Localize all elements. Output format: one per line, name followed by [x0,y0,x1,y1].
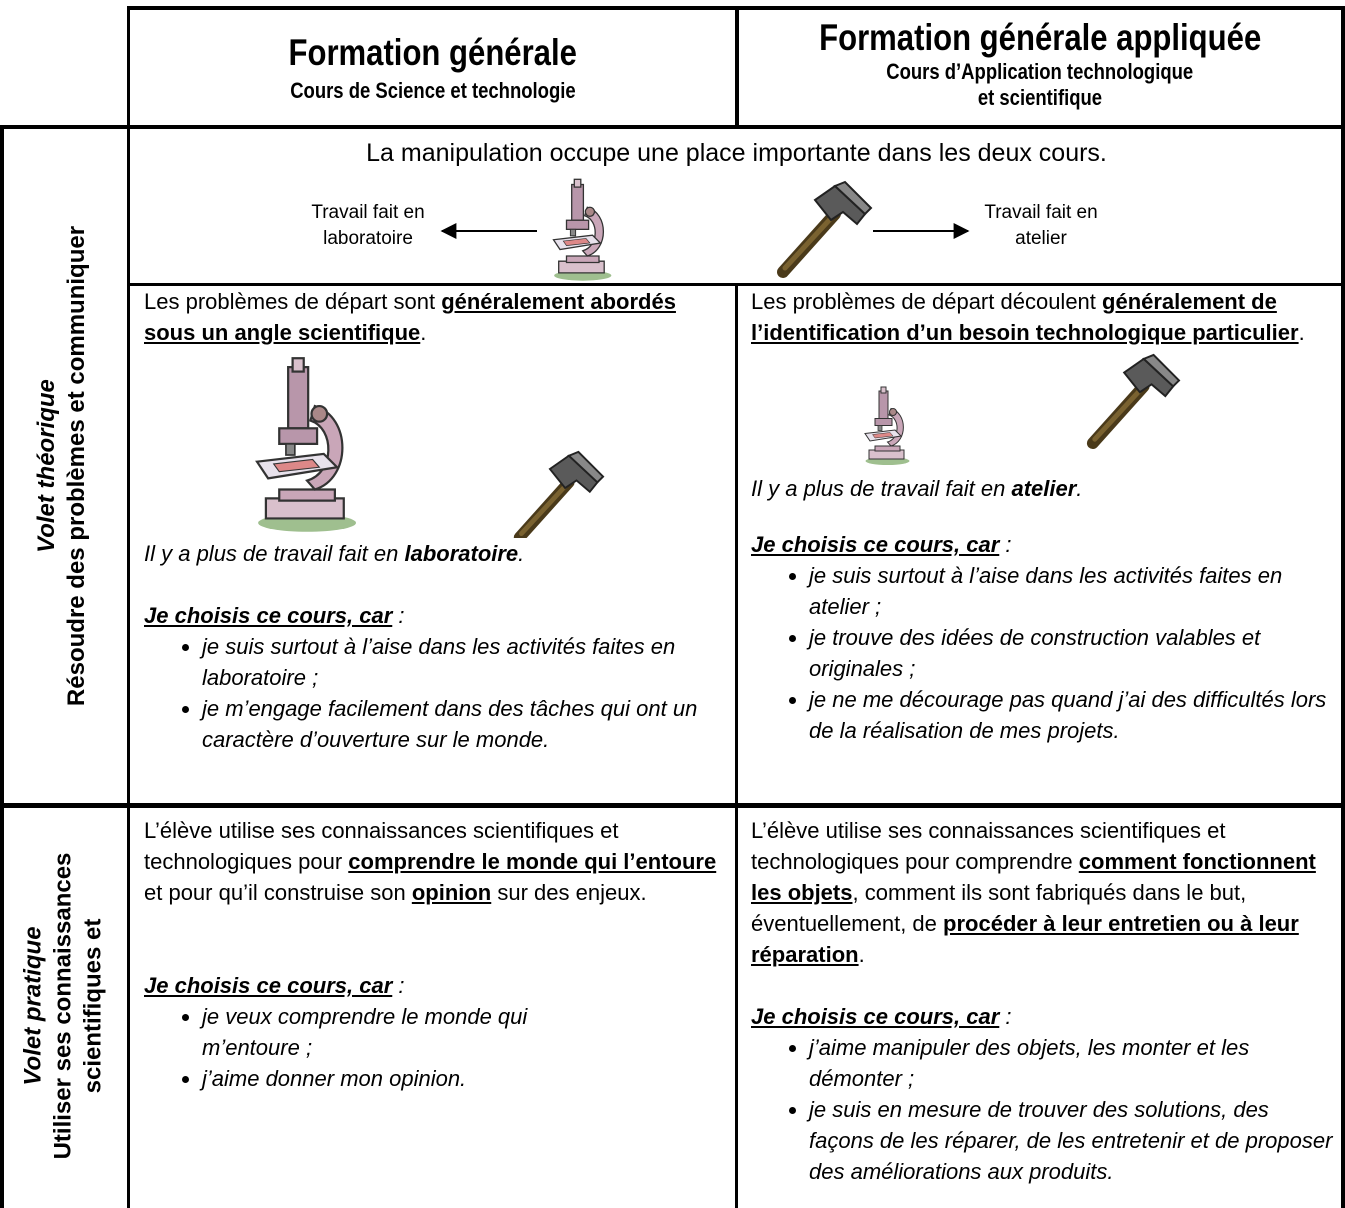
lab-caption: Travail fait en laboratoire [278,200,458,252]
emphasis: généralement de l’identification d’un be… [751,289,1299,345]
cell: Les problèmes de départ découlent généra… [751,286,1336,746]
row-label-text: Résoudre des problèmes et communiquer [63,225,90,707]
bullet-list: je suis surtout à l’aise dans les activi… [751,560,1336,746]
text: : [999,532,1012,557]
text: : [392,973,405,998]
emphasis: laboratoire [404,541,519,566]
cell: Les problèmes de départ sont généralemen… [144,286,726,755]
row-label-text: scientifiques et [79,918,107,1094]
bullet: je suis surtout à l’aise dans les activi… [202,631,726,693]
emphasis: comment fonctionnent les objets [751,849,1316,905]
border [0,803,1345,808]
row-label-text: Utiliser ses connaissances [49,852,77,1160]
emphasis: Je choisis ce cours, car [144,973,393,998]
caption-line: laboratoire [323,228,413,249]
caption-line: atelier [1015,228,1067,249]
intro: Les problèmes de départ découlent généra… [751,286,1336,348]
note: Il y a plus de travail fait en laboratoi… [144,538,726,569]
intro: Les problèmes de départ sont généralemen… [144,286,726,348]
border [0,125,4,1208]
workshop-caption: Travail fait en atelier [951,200,1131,252]
caption-line: Travail fait en [311,202,425,223]
cell: L’élève utilise ses connaissances scient… [751,815,1336,1187]
choice: Je choisis ce cours, car : [751,529,1336,560]
hammer-icon [1093,355,1179,443]
text: . [1298,320,1305,345]
text: . [1076,476,1083,501]
row-label: Volet pratique Utiliser ses connaissance… [5,805,125,1208]
border [127,6,130,1208]
emphasis: généralement abordés sous un angle scien… [144,289,676,345]
emphasis: comprendre le monde qui l’entoure [348,849,717,874]
bullet: j’aime manipuler des objets, les monter … [809,1032,1336,1094]
text: : [999,1004,1012,1029]
microscope-icon [864,386,911,466]
text: . [858,942,865,967]
text: sur des enjeux. [491,880,647,905]
microscope-icon [552,178,613,282]
emphasis: Je choisis ce cours, car [751,532,1000,557]
row-label-title: Volet pratique [19,926,47,1086]
icons [255,357,724,538]
emphasis: procéder à leur entretien ou à leur répa… [751,911,1299,967]
header-subtitle: et scientifique [977,85,1103,110]
hammer-icon [783,182,871,272]
header-applied: Formation générale appliquée Cours d’App… [739,17,1341,111]
text: . [420,320,427,345]
header-subtitle: Cours d’Application technologique [886,59,1194,84]
bullet: je veux comprendre le monde qui m’entour… [202,1001,616,1063]
icons [864,348,1331,466]
text: Il y a plus de travail fait en [144,541,405,566]
bullet-list: je suis surtout à l’aise dans les activi… [144,631,726,755]
bullet: je m’engage facilement dans des tâches q… [202,693,726,755]
banner: La manipulation occupe une place importa… [366,139,1107,167]
text: L’élève utilise ses connaissances scient… [144,818,619,874]
intro: L’élève utilise ses connaissances scient… [144,815,726,908]
cell: L’élève utilise ses connaissances scient… [144,815,726,1094]
header-title: Formation générale [288,32,577,73]
emphasis: atelier [1011,476,1077,501]
emphasis: Je choisis ce cours, car [751,1004,1000,1029]
text: L’élève utilise ses connaissances scient… [751,818,1226,874]
hammer-icon [520,452,604,538]
header-subtitle: Cours de Science et technologie [289,78,576,103]
choice: Je choisis ce cours, car : [751,1001,1336,1032]
intro: L’élève utilise ses connaissances scient… [751,815,1336,970]
note: Il y a plus de travail fait en atelier. [751,473,1336,504]
text: Il y a plus de travail fait en [751,476,1012,501]
emphasis: opinion [411,880,492,905]
text: Les problèmes de départ découlent [751,289,1103,314]
border [735,284,738,1208]
bullet: je suis en mesure de trouver des solutio… [809,1094,1336,1187]
banner-icons [440,178,970,282]
bullet: j’aime donner mon opinion. [202,1063,616,1094]
text: : [392,603,405,628]
emphasis: Je choisis ce cours, car [144,603,393,628]
row-label-title: Volet théorique [33,379,60,553]
header-title: Formation générale appliquée [818,17,1262,58]
choice: Je choisis ce cours, car : [144,600,726,631]
caption-line: Travail fait en [984,202,1098,223]
bullet: je trouve des idées de construction vala… [809,622,1336,684]
text: Les problèmes de départ sont [144,289,442,314]
border [735,6,739,127]
bullet-list: j’aime manipuler des objets, les monter … [751,1032,1336,1187]
text: . [518,541,525,566]
text: , comment ils sont fabriqués dans le but… [751,880,1247,936]
text: et pour qu’il construise son [144,880,412,905]
bullet-list: je veux comprendre le monde qui m’entour… [144,1001,726,1094]
row-label: Volet théorique Résoudre des problèmes e… [4,127,124,805]
border [0,125,1345,129]
border [1341,6,1345,1208]
header-general: Formation générale Cours de Science et t… [130,32,735,104]
bullet: je ne me décourage pas quand j’ai des di… [809,684,1336,746]
choice: Je choisis ce cours, car : [144,970,726,1001]
bullet: je suis surtout à l’aise dans les activi… [809,560,1336,622]
microscope-icon [255,357,358,533]
